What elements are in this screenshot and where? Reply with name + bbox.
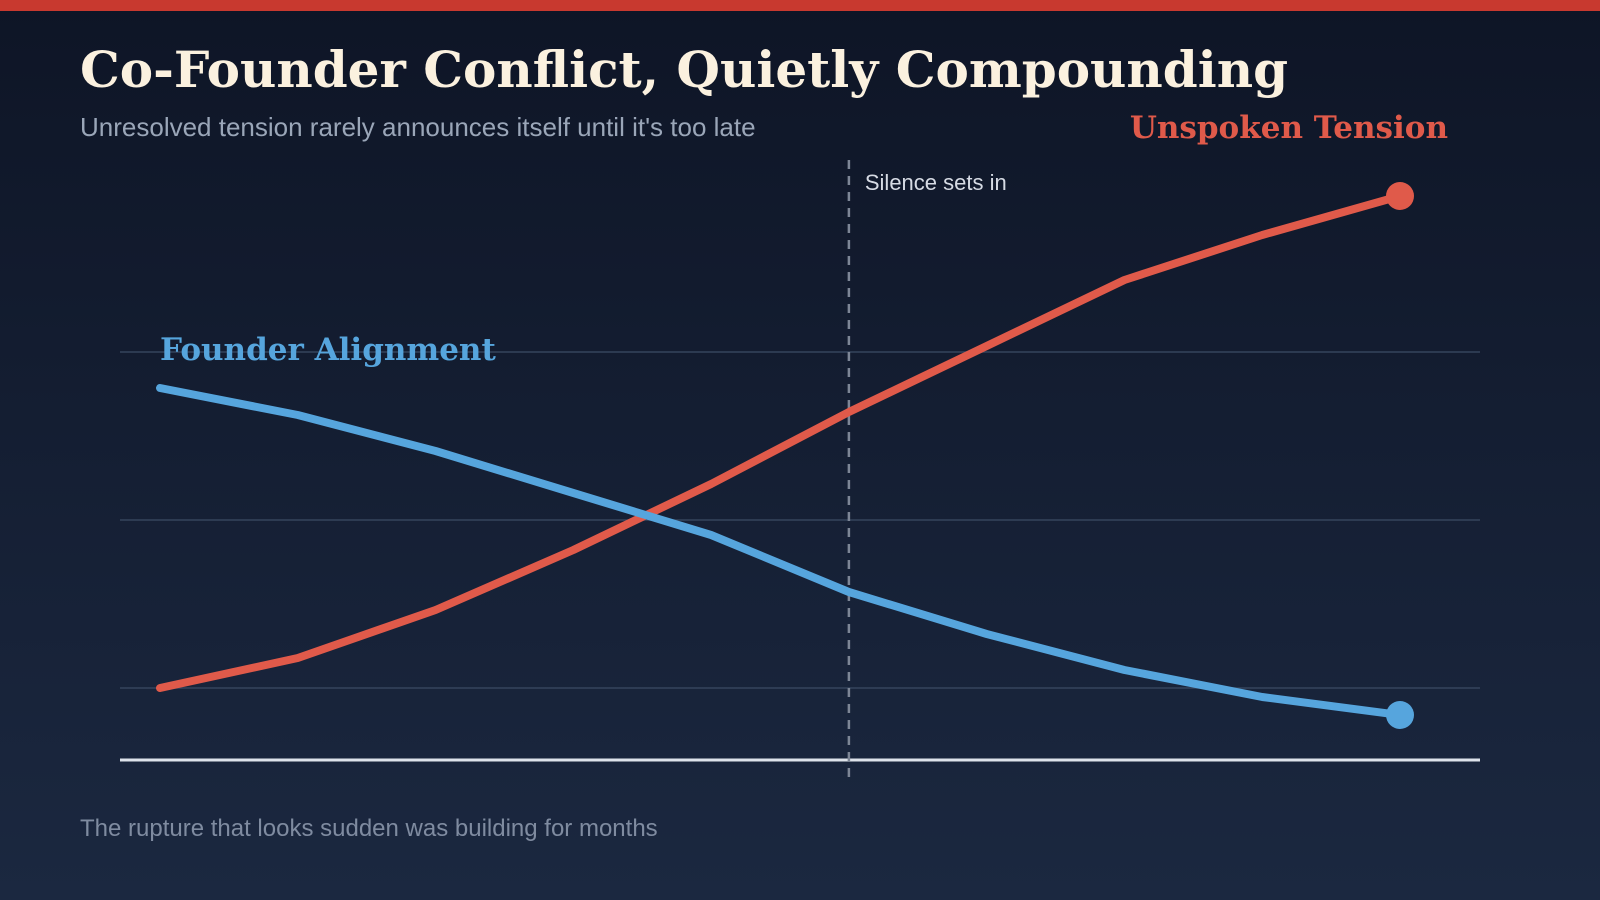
gridlines xyxy=(120,351,1480,689)
series-lines xyxy=(156,182,1414,729)
series-endpoint-unspoken-tension xyxy=(1386,182,1414,210)
series-line-founder-alignment xyxy=(156,384,1404,719)
accent-bar xyxy=(0,0,1600,11)
chart-title: Co-Founder Conflict, Quietly Compounding xyxy=(80,40,1289,99)
footnote: The rupture that looks sudden was buildi… xyxy=(80,815,658,842)
series-line-unspoken-tension xyxy=(156,192,1404,692)
annotation-label: Silence sets in xyxy=(865,170,1007,195)
series-label-unspoken-tension: Unspoken Tension xyxy=(1130,110,1448,146)
series-label-founder-alignment: Founder Alignment xyxy=(160,332,496,368)
annotations: Silence sets in xyxy=(847,160,1007,782)
series-endpoint-founder-alignment xyxy=(1386,701,1414,729)
chart-subtitle: Unresolved tension rarely announces itse… xyxy=(80,112,756,142)
